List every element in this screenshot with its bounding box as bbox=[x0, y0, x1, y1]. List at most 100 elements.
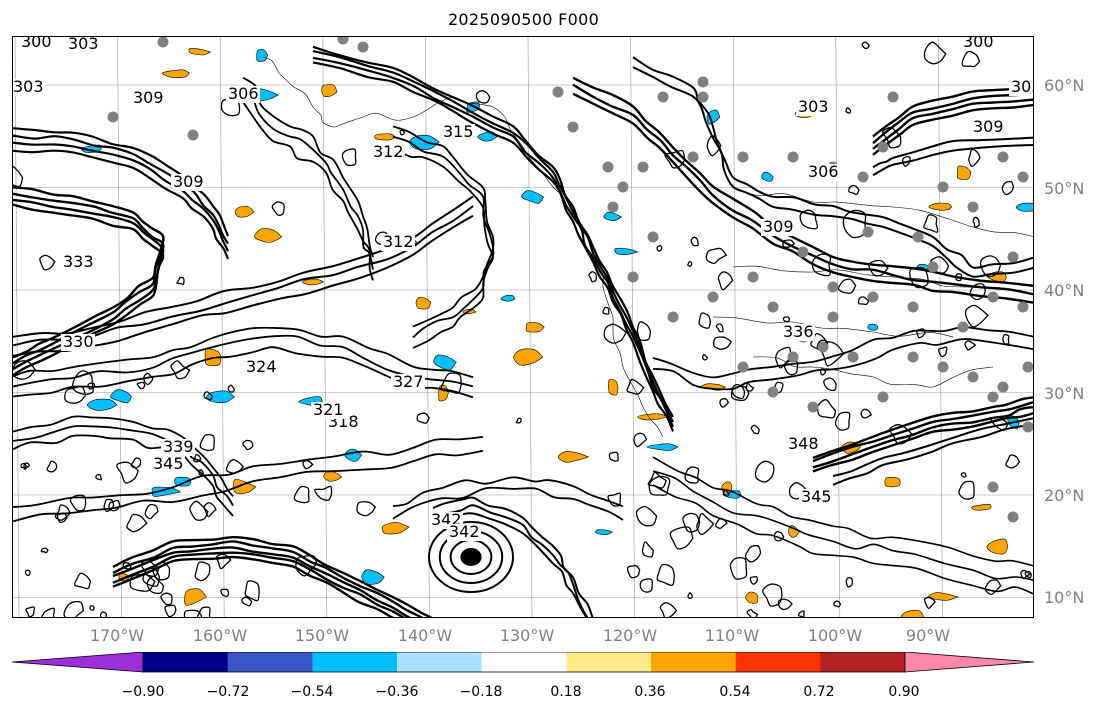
boundary-line bbox=[592, 246, 664, 438]
contour-cell bbox=[176, 276, 185, 285]
positive-shade bbox=[557, 451, 590, 463]
contour-cell bbox=[722, 489, 731, 497]
plot-title: 2025090500 F000 bbox=[447, 10, 600, 29]
contour-cell bbox=[602, 306, 610, 315]
lon-label-100w: 100°W bbox=[807, 626, 863, 645]
contour-label-bg bbox=[447, 524, 481, 541]
contour-cell bbox=[23, 462, 31, 470]
contour-label: 312 bbox=[383, 232, 414, 251]
negative-shade bbox=[521, 190, 545, 204]
contour-cell bbox=[122, 562, 132, 570]
contour-cell bbox=[220, 588, 230, 597]
contour-cell bbox=[923, 41, 947, 65]
negative-shade bbox=[1015, 202, 1033, 212]
contour-cell bbox=[46, 460, 58, 473]
positive-shade bbox=[788, 525, 800, 538]
contour-line bbox=[812, 412, 1033, 473]
contour-cell bbox=[984, 579, 1002, 596]
station-marker bbox=[887, 91, 899, 103]
station-marker bbox=[697, 91, 709, 103]
contour-cell bbox=[729, 557, 748, 580]
contour-cell bbox=[144, 503, 159, 520]
contour-line bbox=[832, 417, 1033, 477]
contour-cell bbox=[198, 469, 204, 476]
contour-label-bg bbox=[786, 436, 820, 453]
station-marker bbox=[967, 371, 979, 383]
contour-cell bbox=[416, 412, 430, 424]
contour-cell bbox=[1001, 180, 1014, 196]
contour-cell bbox=[116, 461, 139, 484]
contour-label: 324 bbox=[246, 357, 277, 376]
contour-cell bbox=[782, 239, 796, 249]
contour-cell bbox=[203, 391, 214, 401]
contour-label-bg bbox=[799, 489, 833, 506]
contour-label-bg bbox=[151, 456, 185, 473]
contour-cell bbox=[183, 609, 203, 617]
contour-line bbox=[632, 56, 1033, 269]
positive-shade bbox=[525, 322, 545, 333]
contour-label-bg bbox=[131, 90, 165, 107]
station-marker bbox=[1022, 361, 1033, 373]
contour-label-bg bbox=[371, 144, 405, 161]
contour-cell bbox=[964, 340, 977, 351]
station-marker bbox=[847, 351, 859, 363]
contour-label: 306 bbox=[228, 84, 259, 103]
contour-line bbox=[242, 87, 374, 270]
contour-cell bbox=[25, 606, 36, 617]
contour-cell bbox=[146, 575, 165, 595]
contour-cell bbox=[639, 578, 654, 593]
contour-cell bbox=[833, 600, 842, 608]
station-marker bbox=[957, 321, 969, 333]
positive-shade bbox=[971, 503, 992, 511]
station-marker bbox=[567, 121, 579, 133]
positive-shade bbox=[323, 470, 343, 482]
contour-cell bbox=[968, 148, 981, 168]
lon-label-150w: 150°W bbox=[294, 626, 350, 645]
contour-cell bbox=[819, 368, 827, 376]
contour-cell bbox=[356, 501, 377, 517]
station-marker bbox=[817, 341, 829, 353]
contour-cell bbox=[203, 502, 217, 518]
station-marker bbox=[187, 129, 199, 141]
station-marker bbox=[807, 401, 819, 413]
negative-shade bbox=[174, 476, 192, 487]
contour-cell bbox=[152, 561, 171, 581]
contour-cell bbox=[690, 236, 699, 247]
station-marker bbox=[912, 231, 924, 243]
positive-shade bbox=[321, 84, 338, 97]
station-marker bbox=[997, 151, 1009, 163]
contour-cell bbox=[964, 304, 989, 328]
contour-line bbox=[13, 415, 234, 497]
colorbar-tick: 0.18 bbox=[550, 684, 582, 700]
station-marker bbox=[697, 76, 709, 88]
lat-label-10n: 10°N bbox=[1044, 588, 1085, 607]
negative-shade bbox=[761, 171, 774, 182]
station-marker bbox=[337, 37, 349, 45]
contour-cell bbox=[845, 107, 852, 114]
contour-line bbox=[432, 512, 588, 617]
contour-line bbox=[112, 551, 405, 617]
contour-cell bbox=[648, 475, 671, 496]
lon-label-110w: 110°W bbox=[704, 626, 760, 645]
station-marker bbox=[877, 391, 889, 403]
meridian bbox=[835, 37, 841, 617]
station-marker bbox=[1007, 251, 1019, 263]
contour-cell bbox=[170, 360, 191, 380]
contour-label-bg bbox=[226, 86, 260, 103]
station-marker bbox=[862, 226, 874, 238]
contour-label-bg bbox=[13, 79, 45, 96]
contour-line bbox=[392, 125, 495, 328]
contour-label-bg bbox=[781, 324, 815, 341]
station-marker bbox=[627, 271, 639, 283]
contour-cell bbox=[95, 473, 103, 481]
negative-shade bbox=[646, 443, 679, 451]
contour-cell bbox=[608, 451, 619, 462]
meridian bbox=[322, 37, 328, 617]
contour-lines bbox=[13, 41, 1033, 617]
station-marker bbox=[967, 201, 979, 213]
contour-cell bbox=[860, 408, 873, 419]
colorbar-segment bbox=[651, 652, 737, 672]
contour-cell bbox=[54, 504, 72, 521]
contour-cell bbox=[626, 378, 645, 395]
contour-cell bbox=[193, 454, 202, 463]
